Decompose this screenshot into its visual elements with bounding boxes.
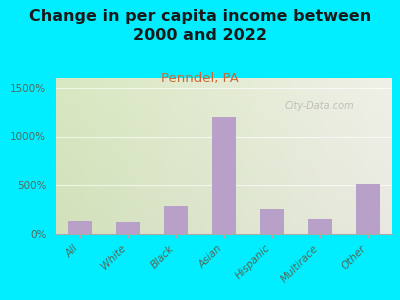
- Bar: [308, 219, 332, 234]
- Bar: [212, 117, 236, 234]
- Bar: [260, 209, 284, 234]
- Text: Penndel, PA: Penndel, PA: [161, 72, 239, 85]
- Bar: [116, 222, 140, 234]
- Text: Change in per capita income between
2000 and 2022: Change in per capita income between 2000…: [29, 9, 371, 43]
- Bar: [164, 206, 188, 234]
- Bar: [356, 184, 380, 234]
- Bar: [68, 221, 92, 234]
- Text: City-Data.com: City-Data.com: [284, 101, 354, 111]
